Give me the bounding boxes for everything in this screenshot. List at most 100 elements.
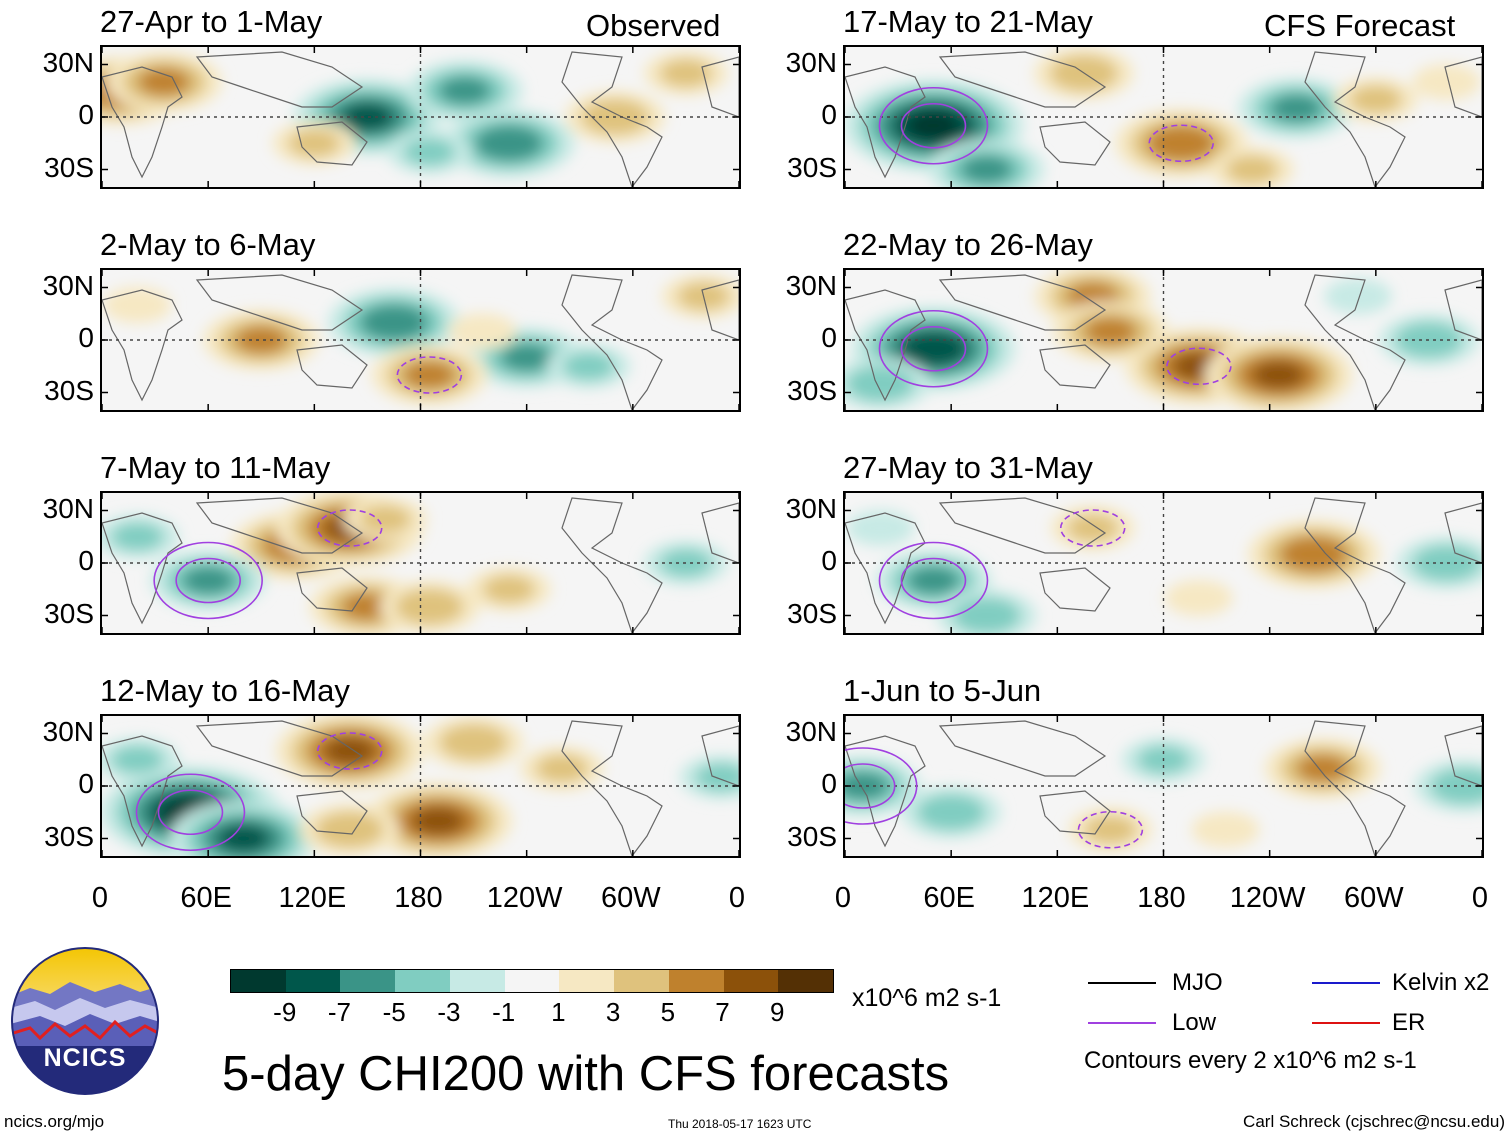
lat-tick-label: 30N (42, 269, 94, 301)
anomaly-blob (1296, 754, 1349, 783)
lat-tick-label: 0 (821, 545, 837, 576)
lon-tick-label: 120W (1229, 882, 1306, 914)
colorbar-tick-label: -1 (492, 997, 516, 1027)
lon-tick-label: 120W (486, 882, 563, 914)
colorbar-swatch (559, 970, 616, 992)
anomaly-blob (103, 287, 172, 323)
low-contour-dashed (1148, 124, 1214, 163)
anomaly-blob (1225, 155, 1278, 184)
coastline (1039, 567, 1111, 612)
panel-title: 7-May to 11-May (100, 450, 331, 485)
lon-tick-label: 60E (923, 882, 975, 914)
lat-tick-label: 30S (787, 820, 837, 852)
anomaly-blob (1349, 85, 1402, 114)
lon-tick-label: 0 (1471, 882, 1489, 914)
ncics-logo: NCICS (10, 946, 160, 1096)
coastline (701, 279, 739, 341)
colorbar-swatch (614, 970, 670, 992)
chi200-map (100, 491, 741, 635)
low-contour-dashed (1059, 509, 1126, 547)
map-canvas (102, 716, 739, 856)
colorbar-tick-label: 9 (770, 997, 785, 1027)
anomaly-blob (917, 794, 986, 831)
coastline (1304, 274, 1406, 410)
anomaly-blob (500, 343, 553, 372)
panel-title: 12-May to 16-May (100, 673, 350, 708)
coastline (1039, 121, 1111, 166)
lon-tick-label: 120E (278, 882, 347, 914)
coastline (296, 790, 368, 835)
anomaly-blob (1066, 514, 1119, 542)
colorbar-units: x10^6 m2 s-1 (852, 984, 1002, 1012)
lat-tick-label: 30S (44, 597, 94, 629)
lat-tick-label: 30N (785, 492, 837, 524)
low-contour (878, 541, 989, 620)
map-canvas (845, 716, 1482, 856)
anomaly-blob (562, 352, 615, 381)
anomaly-blob (1412, 64, 1481, 100)
anomaly-blob (111, 745, 164, 774)
colorbar-tick-label: 7 (715, 997, 730, 1027)
colorbar-swatch (778, 970, 834, 992)
coastline (701, 502, 739, 564)
low-contour (878, 309, 989, 388)
coastline (938, 51, 1107, 108)
chi200-map (100, 714, 741, 858)
figure-title: 5-day CHI200 with CFS forecasts (222, 1047, 950, 1101)
low-contour (845, 747, 918, 825)
lon-tick-label: 180 (394, 882, 443, 914)
chi200-map (100, 45, 741, 189)
colorbar-swatch (668, 970, 725, 992)
legend-line-kelvin (1312, 982, 1380, 984)
map-canvas (845, 270, 1482, 410)
chi200-map (843, 714, 1484, 858)
legend-label-kelvin: Kelvin x2 (1392, 969, 1490, 996)
anomaly-blob (1412, 545, 1481, 581)
anomaly-blob (288, 129, 341, 158)
coastline (195, 497, 364, 554)
map-canvas (102, 493, 739, 633)
lat-tick-label: 0 (821, 768, 837, 799)
anomaly-blob (315, 811, 384, 848)
legend-line-low (1088, 1022, 1156, 1024)
footer-url[interactable]: ncics.org/mjo (4, 1112, 105, 1131)
lat-tick-label: 30S (44, 151, 94, 183)
lat-tick-label: 30N (42, 492, 94, 524)
anomaly-blob (341, 103, 394, 131)
low-contour-dashed (1077, 810, 1144, 849)
anomaly-blob (960, 155, 1013, 184)
anomaly-blob (395, 588, 464, 625)
coastline (1444, 279, 1482, 341)
low-contour (900, 557, 967, 604)
low-contour (157, 789, 224, 836)
colorbar-tick-label: -9 (273, 997, 297, 1027)
logo-text: NCICS (43, 1044, 127, 1072)
coastline (701, 56, 739, 118)
anomaly-blob (1279, 536, 1348, 573)
lat-tick-label: 0 (821, 99, 837, 130)
anomaly-blob (536, 754, 589, 783)
legend-contours-note: Contours every 2 x10^6 m2 s-1 (1084, 1047, 1417, 1074)
lon-tick-label: 60E (180, 882, 232, 914)
low-contour-dashed (316, 509, 383, 547)
lat-tick-label: 30S (44, 820, 94, 852)
lat-tick-label: 30N (42, 46, 94, 78)
legend-line-er (1312, 1022, 1380, 1024)
anomaly-blob (907, 111, 960, 140)
anomaly-blob (1270, 94, 1323, 123)
anomaly-blob (341, 592, 394, 621)
coastline (102, 512, 183, 625)
anomaly-blob (482, 575, 535, 604)
low-contour (153, 541, 263, 620)
lat-tick-label: 30S (787, 374, 837, 406)
coastline (938, 497, 1107, 554)
coastline (561, 51, 663, 187)
coastline (845, 512, 926, 625)
panel-title: 27-May to 31-May (843, 450, 1093, 485)
colorbar-tick-label: -3 (437, 997, 461, 1027)
lat-tick-label: 0 (78, 768, 94, 799)
coastline (195, 51, 364, 108)
colorbar-swatch (449, 970, 506, 992)
anomaly-blob (235, 326, 288, 354)
lon-tick-label: 60W (601, 882, 661, 914)
